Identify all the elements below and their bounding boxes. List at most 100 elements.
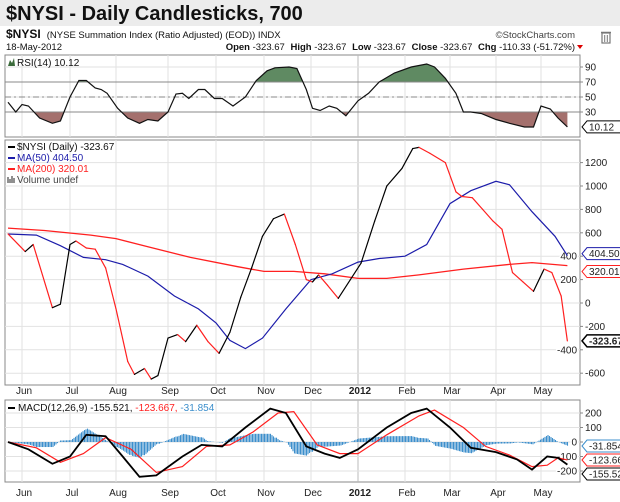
price-xtick-label: Mar <box>443 386 461 397</box>
header-line: $NYSI (NYSE Summation Index (Ratio Adjus… <box>6 27 281 41</box>
nysi-segment <box>386 167 403 187</box>
nysi-segment <box>251 235 264 269</box>
macd-hist-tag <box>581 439 620 453</box>
ma50-line <box>7 180 568 350</box>
nysi-segment <box>272 213 285 220</box>
price-xtick-label: Jul <box>66 386 79 397</box>
signal-value: -123.667 <box>135 403 175 414</box>
macd-signal-tag-label: -123.667 <box>589 456 620 467</box>
low-label: Low <box>352 42 372 53</box>
macd-tag <box>581 467 620 481</box>
chg-label: Chg <box>478 42 497 53</box>
price-ytick-label: -400 <box>557 345 577 356</box>
nysi-segment <box>7 233 26 253</box>
nysi-segment <box>294 243 307 281</box>
price-ytick-label: 200 <box>560 275 577 286</box>
rsi-ytick-label: 50 <box>585 93 597 104</box>
price-xtick-label: Feb <box>398 386 416 397</box>
down-arrow-icon <box>577 45 583 49</box>
macd-value: -155.521 <box>90 403 130 414</box>
macd-xtick-label: Mar <box>443 488 461 499</box>
macd-xtick-label: Jun <box>16 488 32 499</box>
rsi-line <box>7 63 568 128</box>
nysi-segment <box>560 295 568 342</box>
symbol: $NYSI <box>6 27 41 41</box>
ma200-tag <box>581 265 620 279</box>
nysi-segment <box>94 248 107 269</box>
macd-ytick-label: -100 <box>557 452 577 463</box>
nysi-segment <box>501 228 514 274</box>
macd-legend: MACD(12,26,9) -155.521, -123.667, -31.85… <box>8 403 215 414</box>
ma50-tag-label: 404.50 <box>589 249 620 260</box>
macd-ytick-label: 0 <box>571 438 577 449</box>
nysi-tag <box>581 334 620 348</box>
hist-value: -31.854 <box>180 403 214 414</box>
price-ytick-label: 600 <box>585 228 602 239</box>
nysi-segment <box>218 331 231 354</box>
nysi-segment <box>240 267 253 298</box>
price-xtick-label: Nov <box>257 386 275 397</box>
rsi-ytick-label: 70 <box>585 78 597 89</box>
macd-xtick-label: Aug <box>109 488 127 499</box>
macd-ytick-label: 200 <box>585 409 602 420</box>
high-value: -323.67 <box>314 42 346 53</box>
price-ytick-label: 1200 <box>585 158 608 169</box>
macd-xtick-label: Feb <box>398 488 416 499</box>
ohlc-line: Open -323.67 High -323.67 Low -323.67 Cl… <box>226 42 575 53</box>
macd-signal-tag <box>581 453 620 467</box>
ma200-tag-label: 320.01 <box>589 267 620 278</box>
legend-ma50: MA(50) 404.50 <box>17 153 84 164</box>
nysi-segment <box>85 247 96 250</box>
nysi-segment <box>327 284 339 299</box>
nysi-segment <box>532 268 545 292</box>
macd-legend-text: MACD(12,26,9) -155.521, -123.667, -31.85… <box>18 403 215 414</box>
price-xtick-label: Aug <box>109 386 127 397</box>
nysi-segment <box>177 333 187 343</box>
low-value: -323.67 <box>374 42 406 53</box>
nysi-segment <box>418 146 431 154</box>
price-ytick-label: -600 <box>585 369 605 380</box>
price-ytick-label: 0 <box>585 299 591 310</box>
macd-xtick-label: 2012 <box>349 488 372 499</box>
rsi-ytick-label: 30 <box>585 108 597 119</box>
rsi-panel: 90 70 50 30 10.12 <box>4 54 620 138</box>
close-label: Close <box>412 42 438 53</box>
nysi-segment <box>69 240 77 246</box>
description: (NYSE Summation Index (Ratio Adjusted) (… <box>47 30 282 41</box>
nysi-segment <box>471 197 484 210</box>
macd-tag-label: -155.521 <box>589 470 620 481</box>
nysi-segment <box>374 185 388 222</box>
close-value: -323.67 <box>440 42 472 53</box>
quote-date: 18-May-2012 <box>6 42 62 53</box>
price-ytick-label: 800 <box>585 205 602 216</box>
nysi-segment <box>401 147 414 170</box>
nysi-segment <box>444 162 457 193</box>
legend-nysi: $NYSI (Daily) -323.67 <box>17 142 115 153</box>
nysi-segment <box>207 341 220 354</box>
price-xtick-label: 2012 <box>349 386 372 397</box>
nysi-segment <box>24 243 34 253</box>
nysi-segment <box>143 367 152 380</box>
macd-ytick-label: 100 <box>585 423 602 434</box>
price-ytick-label: -200 <box>585 322 605 333</box>
rsi-oversold-area <box>8 112 568 127</box>
rsi-legend-text: RSI(14) 10.12 <box>17 58 80 69</box>
nysi-segment <box>317 274 329 287</box>
price-legend: $NYSI (Daily) -323.67 MA(50) 404.50 MA(2… <box>7 142 115 186</box>
nysi-segment <box>32 243 54 309</box>
trash-icon[interactable] <box>601 31 611 44</box>
nysi-segment <box>429 152 446 164</box>
nysi-segment <box>261 218 274 237</box>
price-xtick-label: Oct <box>210 386 226 397</box>
price-xtick-label: Dec <box>304 386 322 397</box>
chg-value: -110.33 (-51.72%) <box>499 42 575 53</box>
nysi-segment <box>196 324 209 343</box>
price-xtick-label: May <box>534 386 553 397</box>
legend-volume: Volume undef <box>17 175 78 186</box>
price-xtick-label: Sep <box>161 386 179 397</box>
nysi-segment <box>337 279 352 299</box>
nysi-segment <box>461 195 473 199</box>
chart-title: $NYSI - Daily Candlesticks, 700 <box>6 3 303 25</box>
nysi-segment <box>75 240 87 249</box>
